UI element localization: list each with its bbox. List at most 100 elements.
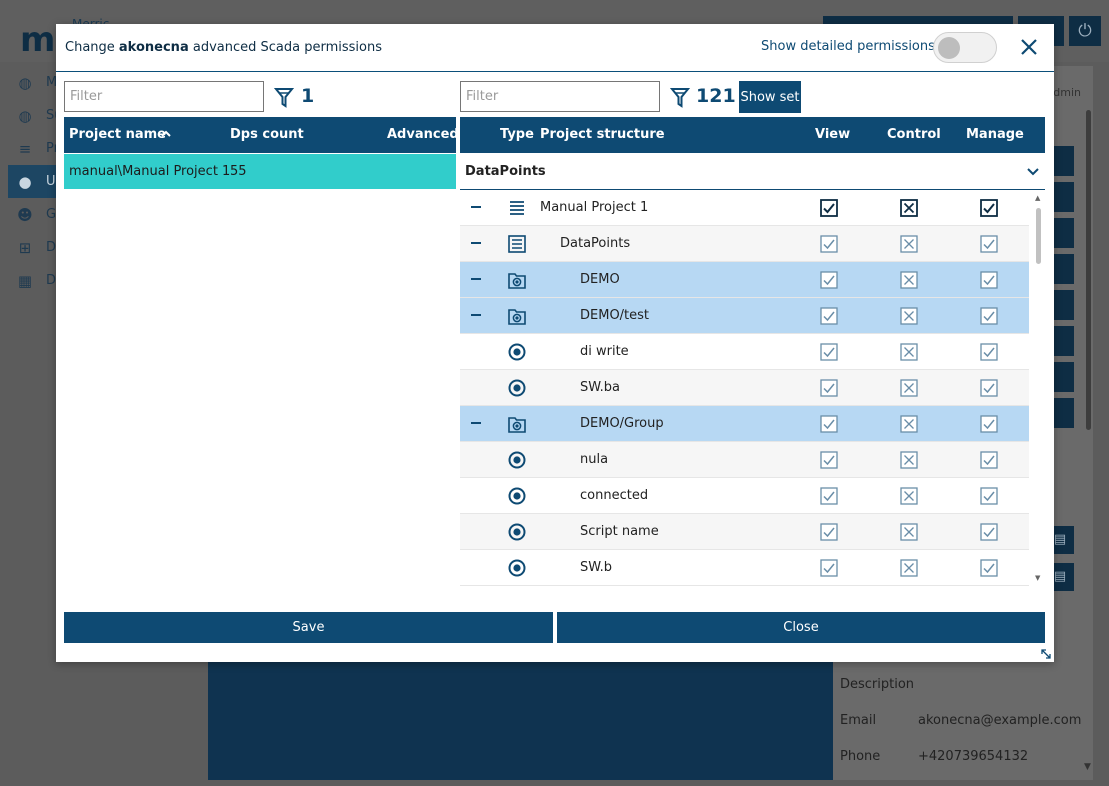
save-button[interactable]: Save	[64, 612, 553, 643]
collapse-icon[interactable]	[471, 314, 481, 316]
sort-ascending-icon[interactable]	[160, 127, 172, 141]
structure-scrollbar-thumb[interactable]	[1036, 208, 1041, 264]
control-checkbox[interactable]	[900, 487, 918, 505]
view-checkbox[interactable]	[820, 199, 838, 217]
list-icon: ≡	[18, 139, 32, 158]
column-advanced[interactable]: Advanced	[387, 127, 459, 142]
datapoint-icon	[508, 487, 526, 505]
manage-checkbox[interactable]	[980, 451, 998, 469]
control-checkbox[interactable]	[900, 199, 918, 217]
structure-row-label: nula	[580, 452, 609, 467]
page-scrollbar-thumb[interactable]	[1086, 110, 1091, 430]
detail-row: Description	[840, 677, 918, 692]
structure-scrollbar[interactable]: ▲ ▼	[1032, 190, 1045, 586]
control-checkbox[interactable]	[900, 271, 918, 289]
globe-icon: ◍	[18, 106, 32, 125]
chevron-down-icon[interactable]	[1026, 166, 1040, 178]
view-checkbox[interactable]	[820, 379, 838, 397]
manage-checkbox[interactable]	[980, 307, 998, 325]
manage-checkbox[interactable]	[980, 199, 998, 217]
control-checkbox[interactable]	[900, 343, 918, 361]
dialog-title: Change akonecna advanced Scada permissio…	[65, 40, 382, 55]
structure-row[interactable]: connected	[460, 478, 1029, 514]
manage-checkbox[interactable]	[980, 235, 998, 253]
manage-checkbox[interactable]	[980, 271, 998, 289]
project-filter-input[interactable]	[64, 81, 264, 112]
scroll-down-arrow-icon[interactable]: ▼	[1084, 762, 1091, 772]
structure-row-label: SW.ba	[580, 380, 620, 395]
structure-row[interactable]: SW.ba	[460, 370, 1029, 406]
manage-checkbox[interactable]	[980, 487, 998, 505]
scroll-up-arrow-icon[interactable]: ▲	[1035, 194, 1041, 202]
view-checkbox[interactable]	[820, 271, 838, 289]
user-icon: ●	[18, 172, 32, 191]
structure-row[interactable]: DEMO/test	[460, 298, 1029, 334]
main-content-area	[208, 660, 833, 780]
structure-row[interactable]: SW.b	[460, 550, 1029, 586]
filter-icon[interactable]	[274, 87, 294, 109]
structure-row[interactable]: di write	[460, 334, 1029, 370]
view-checkbox[interactable]	[820, 523, 838, 541]
view-checkbox[interactable]	[820, 451, 838, 469]
filter-icon[interactable]	[670, 87, 690, 109]
control-checkbox[interactable]	[900, 235, 918, 253]
view-checkbox[interactable]	[820, 307, 838, 325]
structure-table-header: Type Project structure View Control Mana…	[460, 117, 1045, 153]
detail-key: Phone	[840, 749, 881, 764]
dialog-title-suffix: advanced Scada permissions	[188, 40, 382, 55]
show-set-button[interactable]: Show set	[739, 81, 801, 113]
control-checkbox[interactable]	[900, 559, 918, 577]
detail-value: +420739654132	[918, 749, 1029, 764]
calendar-icon: ▦	[17, 271, 33, 290]
resize-handle-icon[interactable]	[1041, 649, 1051, 659]
datapoint-icon	[508, 451, 526, 469]
structure-row[interactable]: DataPoints	[460, 226, 1029, 262]
manage-checkbox[interactable]	[980, 523, 998, 541]
detail-row: Email akonecna@example.com	[840, 713, 1081, 728]
manage-checkbox[interactable]	[980, 379, 998, 397]
manage-checkbox[interactable]	[980, 559, 998, 577]
dialog-title-user: akonecna	[118, 40, 189, 55]
control-checkbox[interactable]	[900, 451, 918, 469]
structure-row[interactable]: Script name	[460, 514, 1029, 550]
scroll-down-arrow-icon[interactable]: ▼	[1035, 574, 1041, 582]
collapse-icon[interactable]	[471, 206, 481, 208]
view-checkbox[interactable]	[820, 559, 838, 577]
column-dps-count[interactable]: Dps count	[230, 127, 304, 142]
structure-row[interactable]: Manual Project 1	[460, 190, 1029, 226]
control-checkbox[interactable]	[900, 415, 918, 433]
view-checkbox[interactable]	[820, 343, 838, 361]
structure-rows: Manual Project 1 DataPoints DEMO DEMO/test d…	[460, 190, 1029, 586]
column-type: Type	[500, 127, 534, 142]
power-icon[interactable]: ⏻	[1069, 16, 1101, 46]
control-checkbox[interactable]	[900, 379, 918, 397]
column-project-name[interactable]: Project name	[69, 127, 166, 142]
collapse-icon[interactable]	[471, 242, 481, 244]
sidebar-item[interactable]: ≡ Pr	[8, 132, 208, 165]
datapoints-group-bar[interactable]: DataPoints	[460, 154, 1045, 190]
show-detailed-toggle[interactable]	[933, 32, 997, 63]
manage-checkbox[interactable]	[980, 415, 998, 433]
structure-row[interactable]: nula	[460, 442, 1029, 478]
close-button[interactable]: Close	[557, 612, 1045, 643]
structure-row-label: DEMO/test	[580, 308, 650, 323]
column-view: View	[815, 127, 851, 142]
collapse-icon[interactable]	[471, 422, 481, 424]
collapse-icon[interactable]	[471, 278, 481, 280]
app-logo: m	[20, 20, 55, 60]
structure-row[interactable]: DEMO/Group	[460, 406, 1029, 442]
folder-list-icon	[508, 235, 526, 253]
structure-filter-input[interactable]	[460, 81, 660, 112]
close-icon[interactable]	[1016, 34, 1042, 60]
view-checkbox[interactable]	[820, 415, 838, 433]
manage-checkbox[interactable]	[980, 343, 998, 361]
control-checkbox[interactable]	[900, 523, 918, 541]
view-checkbox[interactable]	[820, 235, 838, 253]
structure-row[interactable]: DEMO	[460, 262, 1029, 298]
control-checkbox[interactable]	[900, 307, 918, 325]
project-row[interactable]: manual\Manual Project 1 55	[64, 154, 456, 189]
view-checkbox[interactable]	[820, 487, 838, 505]
structure-row-label: SW.b	[580, 560, 612, 575]
project-icon	[510, 201, 524, 215]
sidebar-item[interactable]: ◍ M	[8, 66, 208, 99]
